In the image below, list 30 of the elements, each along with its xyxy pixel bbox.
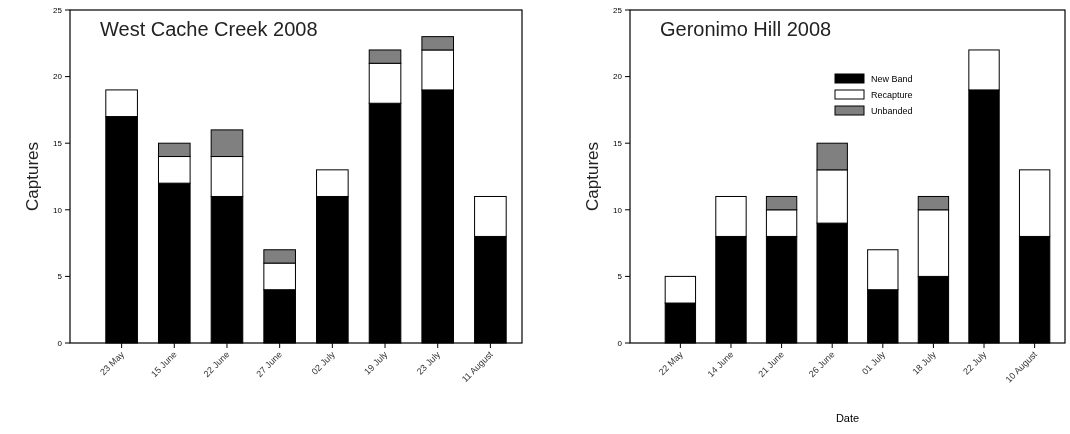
y-tick-label: 5 [617,272,623,282]
y-tick-label: 0 [617,338,623,348]
legend-label: Recapture [871,90,913,100]
x-tick-label: 27 June [254,349,285,380]
y-tick-label: 5 [57,272,63,282]
x-tick-label: 22 July [961,349,989,377]
y-tick-label: 15 [613,139,623,148]
legend-label: Unbanded [871,106,913,116]
y-axis-title: Captures [23,142,42,211]
x-tick-label: 23 May [98,348,127,378]
chart-title: Geronimo Hill 2008 [660,18,832,40]
x-tick-label: 23 July [414,349,443,377]
y-tick-label: 25 [53,5,63,15]
x-tick-label: 02 July [309,349,338,377]
x-tick-label: 18 July [910,349,939,377]
x-tick-label: 01 July [859,349,888,377]
y-tick-label: 10 [613,205,623,215]
y-tick-label: 25 [613,5,623,15]
y-tick-label: 15 [53,139,63,148]
chart-title: West Cache Creek 2008 [100,18,318,40]
y-axis-title: Captures [583,142,602,211]
x-axis-title: Date [835,412,860,424]
y-tick-label: 0 [57,338,63,348]
y-tick-label: 20 [613,72,623,82]
y-tick-label: 10 [53,205,63,215]
x-tick-label: 19 July [362,349,390,377]
x-tick-label: 21 June [756,349,786,380]
x-tick-label: 22 May [656,348,686,378]
legend-label: New Band [871,74,913,84]
y-tick-label: 20 [53,72,63,82]
